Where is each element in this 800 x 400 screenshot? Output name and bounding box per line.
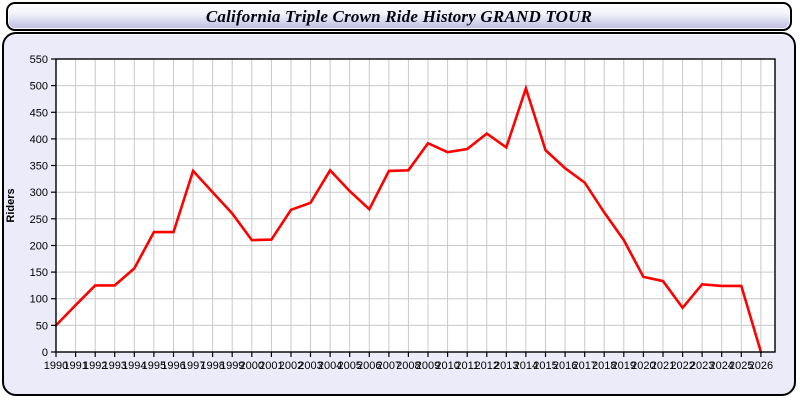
- svg-text:2004: 2004: [318, 360, 342, 372]
- svg-text:2023: 2023: [690, 360, 714, 372]
- title-bar: California Triple Crown Ride History GRA…: [6, 2, 792, 31]
- y-tick-labels: 0 50 100 150 200 250 300 350 400 450 500 550: [30, 54, 56, 359]
- svg-text:1997: 1997: [181, 360, 205, 372]
- svg-text:2002: 2002: [279, 360, 303, 372]
- svg-text:1994: 1994: [122, 360, 146, 372]
- plot-border: [55, 58, 776, 353]
- svg-text:300: 300: [30, 187, 48, 199]
- svg-text:1996: 1996: [161, 360, 185, 372]
- svg-text:2007: 2007: [377, 360, 401, 372]
- svg-text:1995: 1995: [142, 360, 166, 372]
- svg-text:2015: 2015: [533, 360, 557, 372]
- svg-text:200: 200: [30, 241, 48, 253]
- svg-text:2026: 2026: [749, 360, 773, 372]
- svg-text:0: 0: [42, 347, 48, 359]
- y-axis-title: Riders: [5, 188, 17, 222]
- svg-text:1992: 1992: [83, 360, 107, 372]
- svg-text:250: 250: [30, 214, 48, 226]
- svg-text:2001: 2001: [259, 360, 283, 372]
- svg-text:2013: 2013: [494, 360, 518, 372]
- svg-text:2025: 2025: [729, 360, 753, 372]
- page-title: California Triple Crown Ride History GRA…: [205, 6, 593, 26]
- svg-text:1990: 1990: [44, 360, 68, 372]
- svg-text:350: 350: [30, 161, 48, 173]
- svg-text:2009: 2009: [416, 360, 440, 372]
- svg-text:1999: 1999: [220, 360, 244, 372]
- svg-text:2012: 2012: [475, 360, 499, 372]
- svg-text:2014: 2014: [514, 360, 538, 372]
- svg-text:450: 450: [30, 107, 48, 119]
- svg-text:400: 400: [30, 134, 48, 146]
- svg-text:2019: 2019: [612, 360, 636, 372]
- svg-text:550: 550: [30, 54, 48, 66]
- plot-background: [56, 59, 775, 352]
- svg-text:2018: 2018: [592, 360, 616, 372]
- data-line: [54, 84, 763, 354]
- svg-text:150: 150: [30, 267, 48, 279]
- svg-text:2003: 2003: [298, 360, 322, 372]
- svg-text:2010: 2010: [435, 360, 459, 372]
- svg-text:2016: 2016: [553, 360, 577, 372]
- svg-text:2024: 2024: [709, 360, 733, 372]
- svg-text:2011: 2011: [455, 360, 479, 372]
- svg-text:50: 50: [36, 320, 48, 332]
- svg-text:100: 100: [30, 294, 48, 306]
- svg-text:2008: 2008: [396, 360, 420, 372]
- svg-text:2021: 2021: [651, 360, 675, 372]
- svg-text:2006: 2006: [357, 360, 381, 372]
- svg-text:500: 500: [30, 81, 48, 93]
- svg-text:2020: 2020: [631, 360, 655, 372]
- svg-text:2017: 2017: [572, 360, 596, 372]
- svg-text:1993: 1993: [102, 360, 126, 372]
- svg-text:1998: 1998: [200, 360, 224, 372]
- svg-text:2005: 2005: [337, 360, 361, 372]
- svg-text:2022: 2022: [670, 360, 694, 372]
- x-tick-labels: 1990199119921993199419951996199719981999…: [44, 352, 773, 372]
- svg-text:2000: 2000: [240, 360, 264, 372]
- svg-text:1991: 1991: [63, 360, 87, 372]
